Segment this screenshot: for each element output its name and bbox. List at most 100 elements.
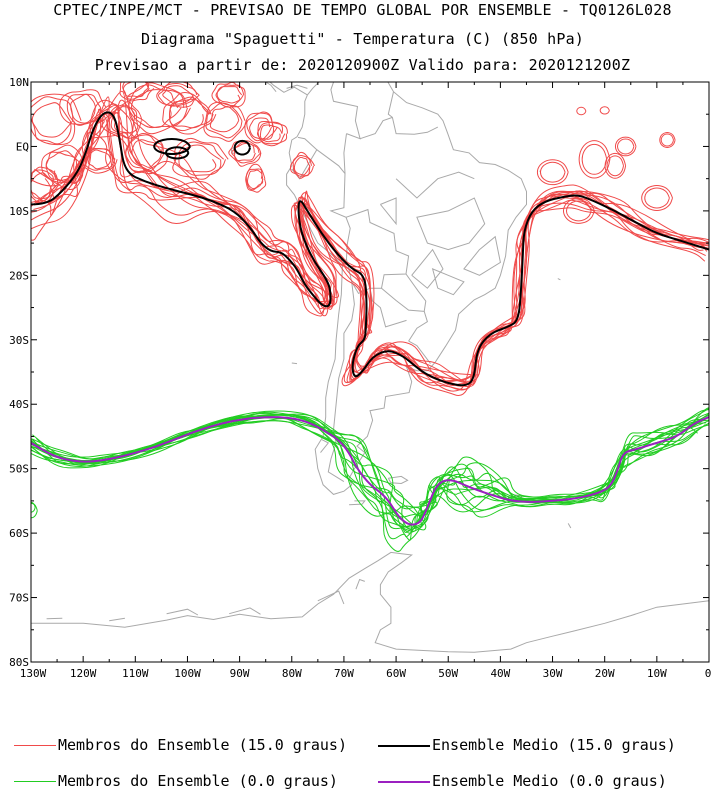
costa-rica-coast xyxy=(265,82,277,93)
island-outline xyxy=(557,278,561,281)
member-15-loop xyxy=(259,124,283,143)
antarctic-island xyxy=(229,607,261,615)
member-15-loop xyxy=(41,144,85,184)
member-15-loop xyxy=(536,159,569,186)
member-0-line xyxy=(31,413,704,528)
lat-label: 60S xyxy=(9,527,29,540)
mean-15-loop xyxy=(164,146,190,160)
member-15-loop xyxy=(578,140,611,179)
member-15-loop xyxy=(614,136,637,157)
central-america-coastline xyxy=(269,82,308,96)
lon-label: 70W xyxy=(334,667,354,680)
border-line xyxy=(408,340,431,364)
lon-label: 80W xyxy=(282,667,302,680)
lon-label: 90W xyxy=(230,667,250,680)
lon-label: 10W xyxy=(647,667,667,680)
mean-15-loop xyxy=(153,137,191,155)
member-15-loop xyxy=(293,156,311,176)
member-15-loop xyxy=(228,140,262,167)
member-15-loop xyxy=(563,197,595,224)
member-15-loop xyxy=(31,102,74,138)
member-15-loop xyxy=(125,132,168,175)
lat-label: 80S xyxy=(9,656,29,669)
member-15-loop xyxy=(599,106,610,115)
island-outline xyxy=(567,523,572,529)
border-line xyxy=(369,288,407,328)
member-15-loop xyxy=(87,149,112,170)
lon-label: 20W xyxy=(595,667,615,680)
member-15-loop xyxy=(257,120,288,147)
member-15-loop xyxy=(604,152,627,179)
member-0-line xyxy=(31,412,709,530)
border-line xyxy=(463,235,501,276)
legend-mean-0: Ensemble Medio (0.0 graus) xyxy=(432,772,667,790)
lat-label: 10S xyxy=(9,205,29,218)
member-15-loop xyxy=(617,138,635,155)
contours xyxy=(31,82,709,552)
member-15-loop xyxy=(245,168,264,191)
lon-label: 50W xyxy=(438,667,458,680)
lat-label: 10N xyxy=(9,76,29,89)
member-15-loop xyxy=(59,89,107,125)
member-15-loop xyxy=(289,151,316,179)
member-0-loop xyxy=(31,501,36,513)
member-15-loop xyxy=(157,82,198,107)
antarctic-island xyxy=(109,617,125,622)
island-outline xyxy=(291,362,298,365)
member-15-loop xyxy=(209,106,240,133)
mean-0-line xyxy=(31,416,709,526)
swatch-members-15 xyxy=(14,745,56,746)
member-15-line xyxy=(44,99,709,397)
member-0-line xyxy=(31,413,706,540)
border-line xyxy=(297,136,318,151)
member-0-line xyxy=(32,414,709,528)
yucatan-coastline xyxy=(229,8,274,63)
member-15-loop xyxy=(106,101,143,139)
member-15-line xyxy=(34,131,709,384)
member-15-line xyxy=(34,96,706,384)
member-15-loop xyxy=(576,106,587,116)
member-15-loop xyxy=(249,117,272,140)
member-15-loop xyxy=(45,150,84,183)
member-15-loop xyxy=(231,141,262,164)
forecast-validity: Previsao a partir de: 2020120900Z Valido… xyxy=(94,56,631,74)
member-15-loop xyxy=(31,172,55,200)
antarctic-island xyxy=(166,608,199,616)
antarctic-island xyxy=(317,590,345,605)
member-15-loop xyxy=(566,200,592,222)
member-15-loop xyxy=(203,101,248,142)
island-outline xyxy=(320,439,330,453)
member-15-loop xyxy=(126,82,191,135)
member-15-loop xyxy=(131,139,164,168)
south-america-coastline xyxy=(286,82,527,495)
lon-label: 120W xyxy=(70,667,97,680)
border-line xyxy=(359,116,393,140)
member-15-loop xyxy=(246,169,264,190)
member-15-loop xyxy=(173,141,225,176)
border-line xyxy=(431,268,465,296)
member-0-line xyxy=(32,407,709,513)
member-0-line xyxy=(32,412,709,518)
lon-label: 60W xyxy=(386,667,406,680)
lon-label: 110W xyxy=(122,667,149,680)
member-15-line xyxy=(33,108,709,384)
coastlines xyxy=(31,8,709,653)
swatch-mean-0 xyxy=(378,781,430,783)
mean-15-line xyxy=(31,111,709,387)
member-0-line xyxy=(31,410,709,531)
border-line xyxy=(381,287,428,342)
member-15-loop xyxy=(256,121,286,145)
member-15-line xyxy=(31,99,709,391)
swatch-members-0 xyxy=(14,781,56,782)
member-15-loop xyxy=(659,132,676,148)
border-line xyxy=(343,133,347,174)
member-15-loop xyxy=(122,82,150,100)
chart-title: CPTEC/INPE/MCT - PREVISAO DE TEMPO GLOBA… xyxy=(53,1,672,19)
member-15-loop xyxy=(539,161,566,183)
island-outline xyxy=(349,500,366,506)
border-line xyxy=(330,82,361,140)
antarctic-island xyxy=(46,617,63,620)
member-15-loop xyxy=(216,86,243,104)
member-0-line xyxy=(31,411,709,532)
